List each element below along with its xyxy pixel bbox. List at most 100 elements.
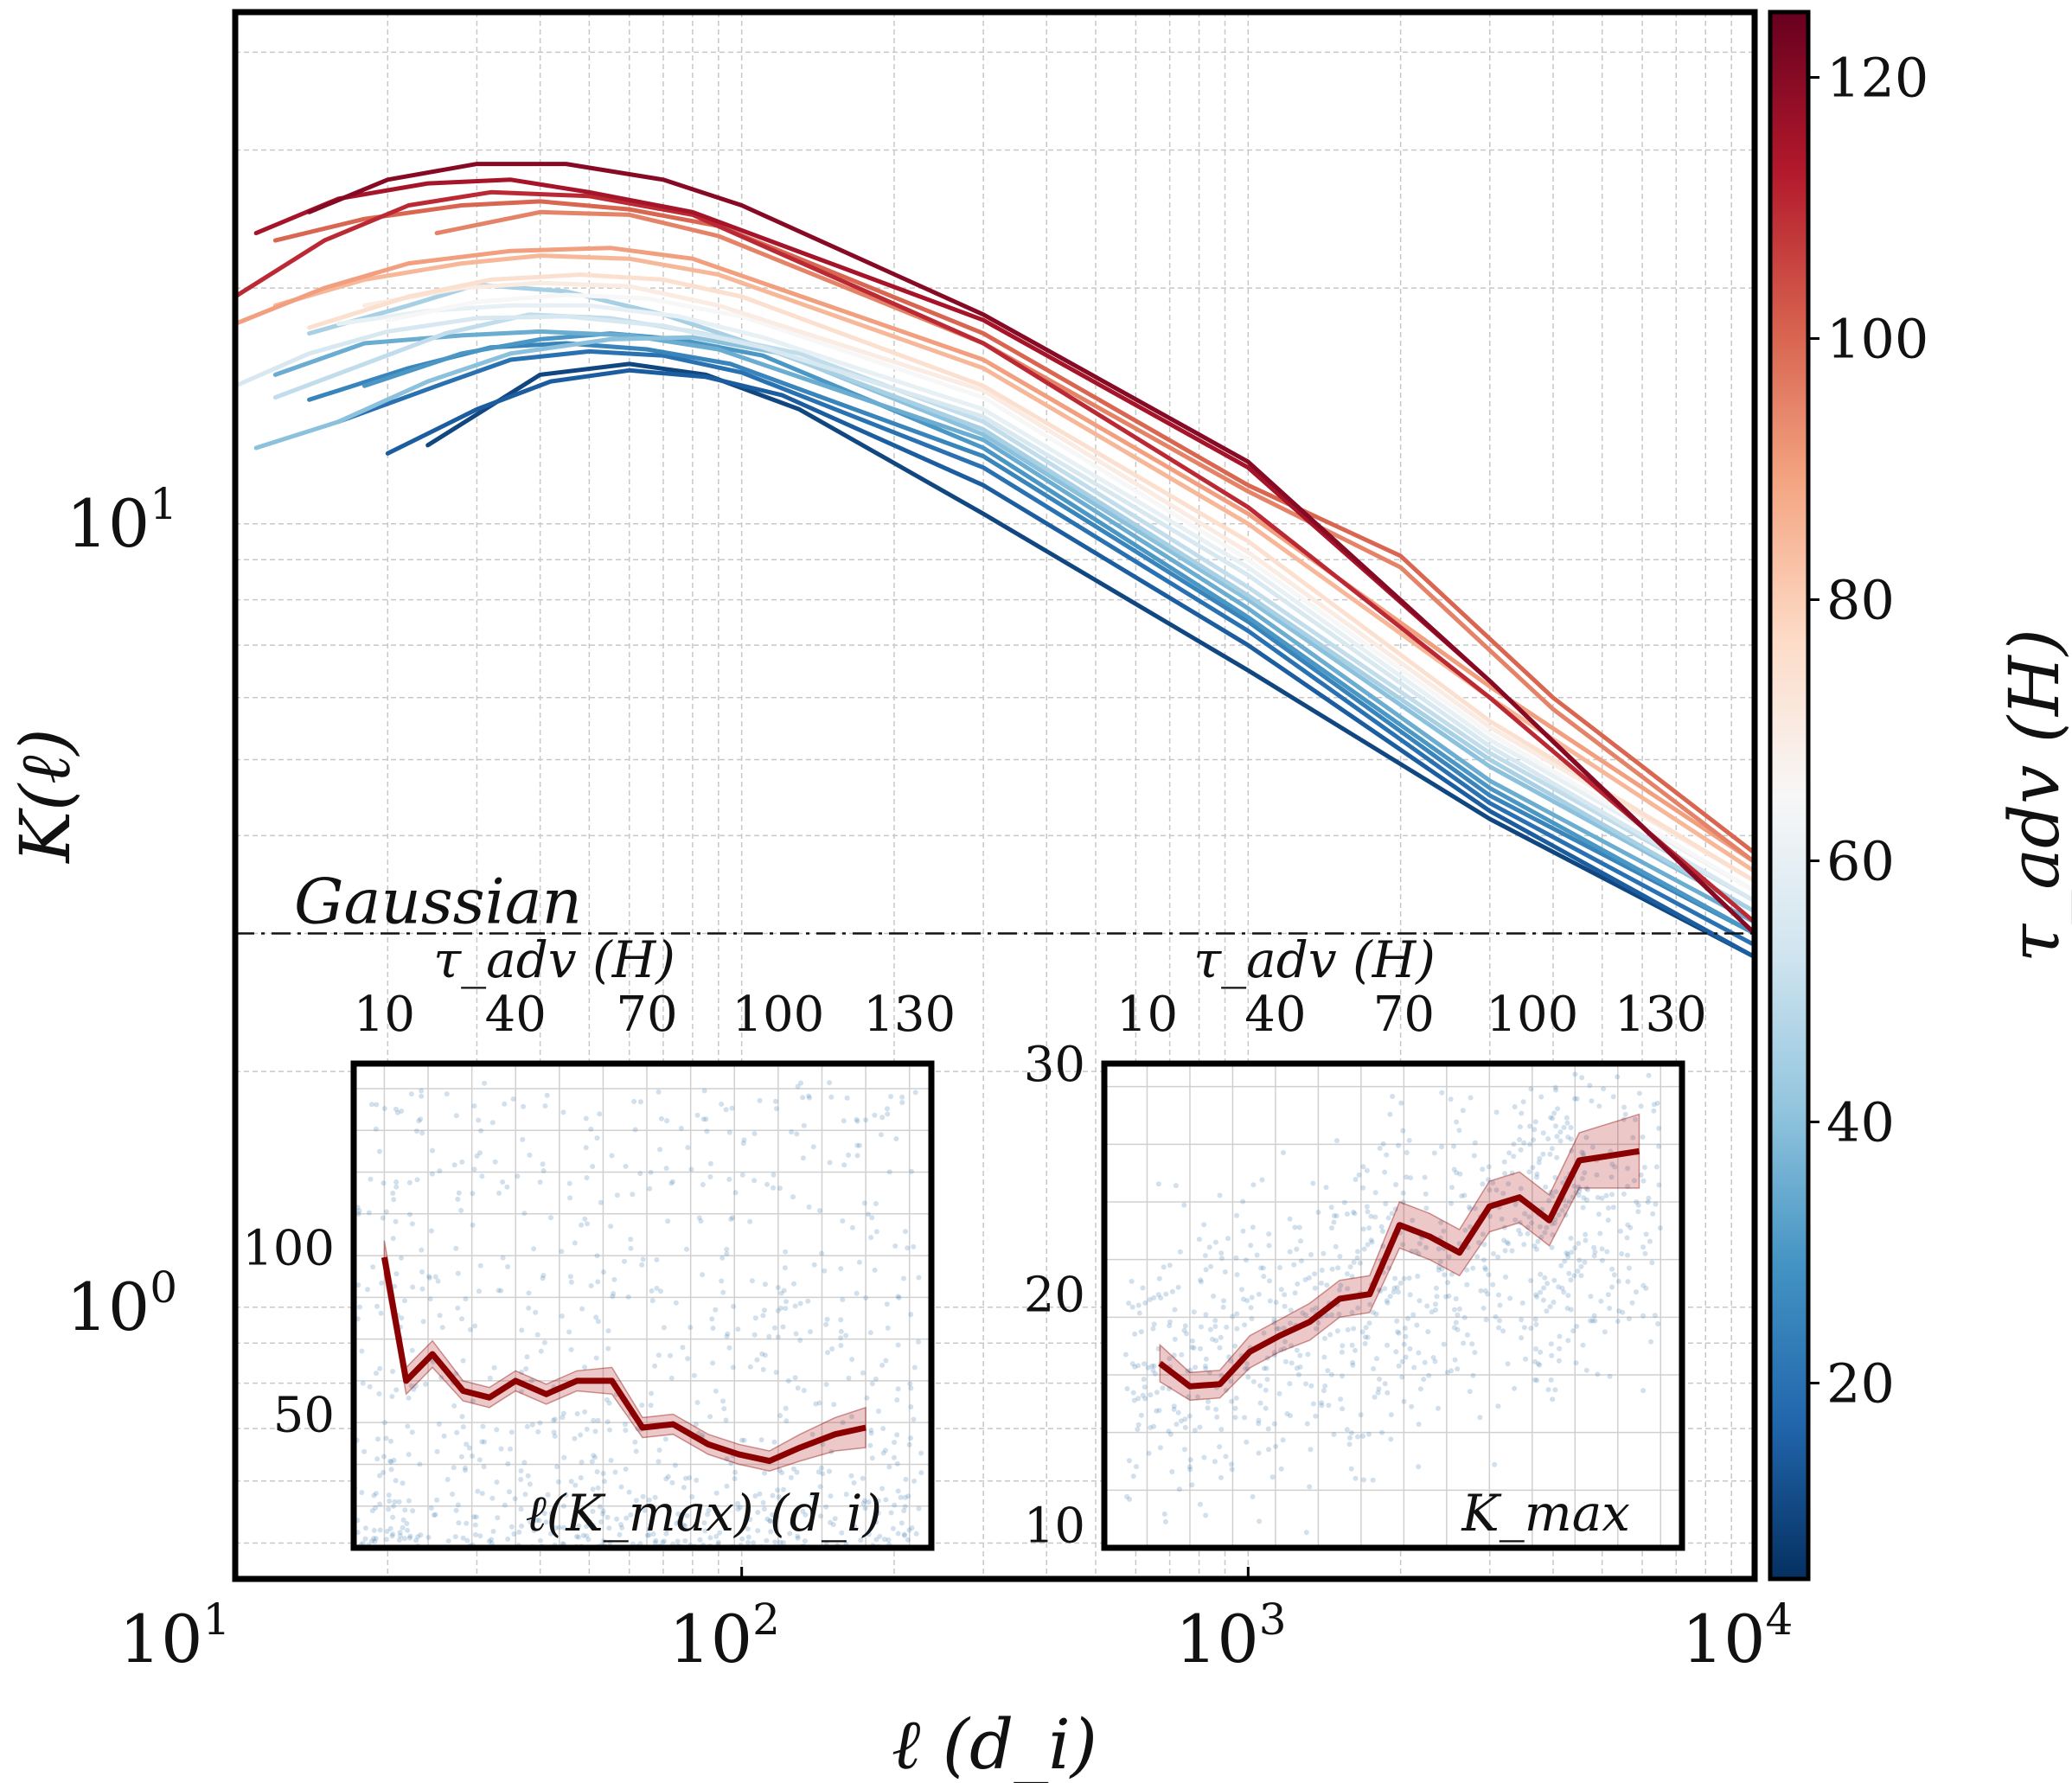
inset-lmax-top-label: τ_adv (H) [433,930,675,989]
inset-scatter-point [1156,1408,1162,1414]
inset-scatter-point [445,1538,451,1544]
inset-scatter-point [399,1255,404,1261]
inset-scatter-point [777,1539,783,1545]
inset-scatter-point [1344,1271,1350,1277]
inset-scatter-point [494,1427,500,1433]
inset-scatter-point [1267,1278,1272,1284]
inset-scatter-point [489,1120,496,1126]
inset-scatter-point [778,1290,784,1296]
inset-scatter-point [418,1532,424,1538]
inset-scatter-point [1149,1363,1155,1369]
inset-scatter-point [1158,1295,1164,1301]
inset-scatter-point [795,1535,801,1541]
inset-scatter-point [537,1420,543,1426]
inset-scatter-point [1467,1389,1473,1395]
inset-scatter-point [668,1180,675,1186]
inset-scatter-point [460,1535,466,1541]
inset-scatter-point [1595,1371,1601,1377]
inset-scatter-point [390,1531,396,1537]
inset-scatter-point [1368,1237,1374,1243]
inset-scatter-point [1622,1111,1628,1117]
inset-scatter-point [1455,1326,1461,1332]
inset-scatter-point [1257,1383,1263,1389]
inset-scatter-point [1250,1182,1257,1188]
inset-scatter-point [1417,1386,1423,1392]
inset-scatter-point [873,1229,879,1235]
inset-scatter-point [726,1129,732,1135]
inset-scatter-point [770,1492,776,1499]
inset-scatter-point [489,1537,495,1543]
inset-scatter-point [393,1179,400,1185]
inset-scatter-point [567,1274,573,1280]
inset-scatter-point [1167,1323,1173,1329]
inset-scatter-point [1392,1206,1398,1212]
inset-scatter-point [890,1525,896,1531]
inset-scatter-point [388,1467,394,1473]
inset-scatter-point [840,1218,846,1224]
inset-scatter-point [1415,1274,1421,1279]
inset-scatter-point [1124,1386,1130,1391]
inset-scatter-point [1620,1309,1626,1315]
inset-scatter-point [1350,1362,1356,1368]
inset-scatter-point [1284,1411,1290,1416]
inset-scatter-point [1456,1306,1462,1312]
inset-scatter-point [883,1358,889,1364]
inset-scatter-point [895,1386,901,1392]
inset-scatter-point [681,1485,687,1491]
inset-scatter-point [1609,1284,1615,1290]
inset-scatter-point [600,1508,606,1514]
inset-scatter-point [470,1453,475,1459]
inset-scatter-point [632,1439,638,1445]
inset-scatter-point [377,1365,383,1371]
inset-scatter-point [1407,1345,1413,1352]
inset-scatter-point [1612,1164,1618,1170]
inset-scatter-point [383,1435,389,1441]
inset-scatter-point [1338,1282,1344,1288]
inset-scatter-point [633,1448,639,1454]
inset-scatter-point [393,1184,400,1190]
inset-scatter-point [1171,1406,1177,1412]
inset-scatter-point [1441,1228,1447,1234]
inset-scatter-point [665,1218,671,1224]
inset-scatter-point [444,1091,450,1097]
inset-scatter-point [560,1109,566,1115]
inset-scatter-point [899,1520,905,1526]
inset-scatter-point [1163,1291,1169,1297]
inset-scatter-point [419,1247,425,1253]
inset-scatter-point [402,1298,407,1304]
inset-scatter-point [911,1416,917,1422]
inset-scatter-point [1495,1403,1501,1409]
inset-scatter-point [875,1498,881,1504]
inset-scatter-point [1556,1358,1562,1364]
inset-scatter-point [1297,1364,1303,1370]
inset-scatter-point [1533,1321,1539,1327]
inset-scatter-point [1135,1427,1141,1432]
inset-scatter-point [775,1307,781,1313]
inset-scatter-point [880,1450,886,1456]
inset-scatter-point [1638,1103,1644,1109]
inset-scatter-point [566,1180,572,1186]
inset-scatter-point [790,1466,796,1472]
inset-scatter-point [827,1468,832,1474]
inset-scatter-point [1534,1174,1540,1180]
inset-scatter-point [1654,1100,1660,1106]
inset-scatter-point [1656,1143,1662,1149]
inset-scatter-point [647,1185,653,1192]
inset-scatter-point [418,1116,424,1122]
inset-scatter-point [1271,1317,1277,1323]
inset-scatter-point [1544,1224,1550,1230]
inset-scatter-point [879,1115,886,1121]
inset-scatter-point [548,1215,553,1221]
inset-scatter-point [789,1129,795,1135]
inset-scatter-point [1409,1248,1415,1254]
inset-scatter-point [893,1136,899,1141]
inset-scatter-point [1244,1298,1250,1304]
inset-scatter-point [719,1101,725,1107]
inset-scatter-point [702,1528,708,1534]
inset-scatter-point [669,1479,675,1486]
inset-scatter-point [1453,1296,1459,1301]
inset-scatter-point [487,1375,493,1381]
inset-scatter-point [1309,1307,1315,1313]
inset-scatter-point [903,1229,908,1235]
